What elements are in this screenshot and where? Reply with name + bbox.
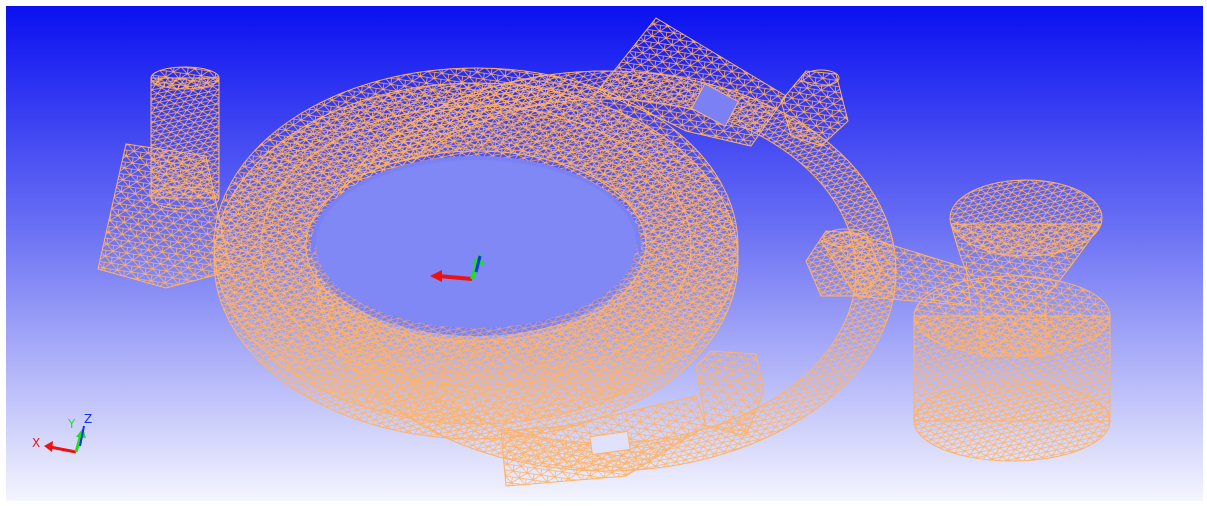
triad-x-label: X <box>32 436 40 450</box>
triad-y-label: Y <box>67 417 76 431</box>
corner-axis-triad: X Y Z <box>32 412 92 454</box>
center-axis-triad <box>430 253 484 282</box>
center-x-arrowhead <box>430 270 442 282</box>
triad-x-arrowhead <box>44 441 53 452</box>
center-z-arrow <box>474 255 482 273</box>
triad-z-label: Z <box>84 412 92 426</box>
triad-z-arrow <box>79 425 85 447</box>
triad-x-arrow <box>49 445 77 454</box>
mesh-model[interactable] <box>6 6 1203 501</box>
center-x-arrow <box>437 274 473 281</box>
3d-viewport[interactable]: X Y Z <box>6 6 1203 501</box>
mesh-scene[interactable]: X Y Z <box>6 6 1203 501</box>
